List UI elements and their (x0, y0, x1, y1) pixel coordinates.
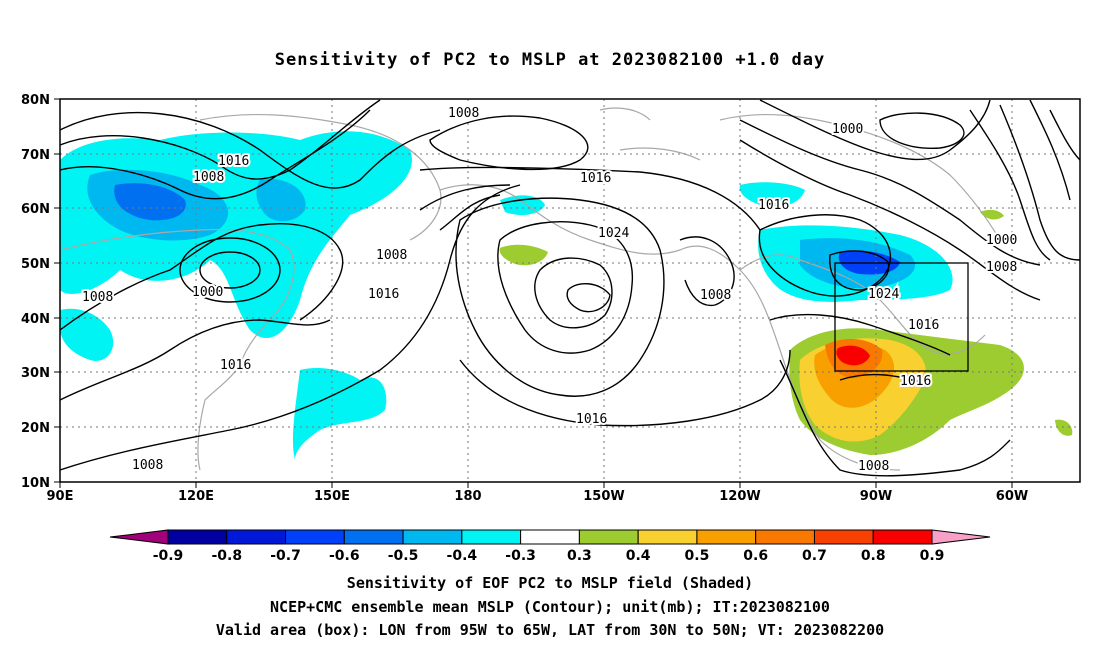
colorbar-tick-label: -0.4 (447, 548, 478, 564)
colorbar-swatch (167, 529, 228, 545)
contour-label: 1000 (832, 122, 863, 137)
colorbar-swatch (755, 529, 815, 545)
colorbar-tick-label: 0.5 (685, 548, 710, 564)
lat-label: 70N (21, 148, 50, 163)
shade-cyan-west (60, 308, 114, 361)
colorbar-swatch (578, 529, 639, 545)
contour-label: 1008 (858, 459, 889, 474)
contour-label: 1016 (220, 358, 251, 373)
lat-label: 50N (21, 257, 50, 272)
contour-label: 1016 (576, 412, 607, 427)
latitude-labels: 80N 70N 60N 50N 40N 30N 20N 10N (21, 93, 50, 491)
shade-green-atlantic (1055, 419, 1073, 436)
shade-blue-siberia (114, 183, 186, 221)
colorbar-left-arrow (109, 529, 169, 545)
colorbar-right-arrow (931, 529, 991, 545)
contour-label: 1024 (598, 226, 629, 241)
lon-label: 90E (47, 489, 74, 504)
colorbar-tick-label: -0.6 (329, 548, 360, 564)
colorbar-tick-label: -0.5 (388, 548, 419, 564)
colorbar-swatch (343, 529, 404, 545)
colorbar-swatch (872, 529, 933, 545)
contour-label: 1008 (700, 288, 731, 303)
shade-green-alaska (499, 244, 548, 266)
colorbar-swatch (226, 529, 287, 545)
contour-label: 1008 (82, 290, 113, 305)
lat-label: 20N (21, 421, 50, 436)
caption-valid-area: Valid area (box): LON from 95W to 65W, L… (215, 621, 885, 639)
coastlines (60, 107, 1001, 471)
caption-shaded: Sensitivity of EOF PC2 to MSLP field (Sh… (346, 574, 754, 592)
colorbar-tick-label: -0.9 (153, 548, 184, 564)
chart-title: Sensitivity of PC2 to MSLP at 2023082100… (274, 50, 826, 70)
colorbar-tick-label: 0.6 (743, 548, 768, 564)
lon-label: 120E (178, 489, 214, 504)
lon-label: 90W (860, 489, 892, 504)
colorbar-tick-label: -0.7 (270, 548, 301, 564)
colorbar-swatch (696, 529, 757, 545)
contour-label: 1016 (580, 171, 611, 186)
axis-ticks (54, 98, 1013, 488)
lon-label: 150E (314, 489, 350, 504)
contour-label: 1016 (368, 287, 399, 302)
contour-label: 1000 (192, 285, 223, 300)
contour-label: 1024 (868, 287, 899, 302)
lon-label: 60W (996, 489, 1028, 504)
contour-label-group: 1008 1016 1008 1016 1024 1016 1000 1000 … (80, 104, 1019, 476)
contour-label: 1008 (376, 248, 407, 263)
colorbar-swatch (813, 529, 874, 545)
contour-label: 1000 (986, 233, 1017, 248)
colorbar-swatch (402, 529, 463, 545)
contour-label: 1016 (908, 318, 939, 333)
longitude-labels: 90E 120E 150E 180 150W 120W 90W 60W (47, 489, 1029, 504)
caption-contour: NCEP+CMC ensemble mean MSLP (Contour); u… (270, 598, 830, 616)
colorbar-tick-label: 0.4 (626, 548, 651, 564)
shade-green-east (980, 209, 1004, 220)
lat-label: 40N (21, 312, 50, 327)
colorbar-swatch (520, 529, 580, 545)
grid-lines (60, 99, 1080, 482)
contour-label: 1008 (448, 106, 479, 121)
mslp-contours (60, 99, 1080, 477)
lat-label: 10N (21, 476, 50, 491)
colorbar-tick-label: 0.8 (861, 548, 886, 564)
shade-cyan-canada-north (739, 182, 805, 207)
lat-label: 30N (21, 366, 50, 381)
contour-label: 1016 (218, 154, 249, 169)
lat-label: 60N (21, 202, 50, 217)
shade-red-gulf (836, 345, 870, 366)
colorbar-tick-label: 0.3 (567, 548, 592, 564)
colorbar-tick-label: 0.7 (802, 548, 827, 564)
shade-cyan-pacific (292, 368, 387, 460)
colorbar-swatch (637, 529, 698, 545)
contour-label: 1008 (986, 260, 1017, 275)
lon-label: 120W (719, 489, 760, 504)
lon-label: 150W (583, 489, 624, 504)
valid-area-box (834, 262, 969, 372)
colorbar-swatch (285, 529, 345, 545)
map-frame (59, 98, 1081, 483)
colorbar-tick-label: -0.8 (211, 548, 242, 564)
colorbar: -0.9 -0.8 -0.7 -0.6 -0.5 -0.4 -0.3 0.3 0.4 0.5 0.6… (109, 529, 991, 564)
lon-label: 180 (454, 489, 481, 504)
shade-light-blue-mongolia (256, 179, 306, 222)
contour-label: 1008 (132, 458, 163, 473)
lat-label: 80N (21, 93, 50, 108)
colorbar-tick-label: -0.3 (505, 548, 536, 564)
contour-label: 1008 (193, 170, 224, 185)
colorbar-swatch (461, 529, 522, 545)
contour-label: 1016 (900, 374, 931, 389)
colorbar-tick-label: 0.9 (920, 548, 945, 564)
contour-label: 1016 (758, 198, 789, 213)
